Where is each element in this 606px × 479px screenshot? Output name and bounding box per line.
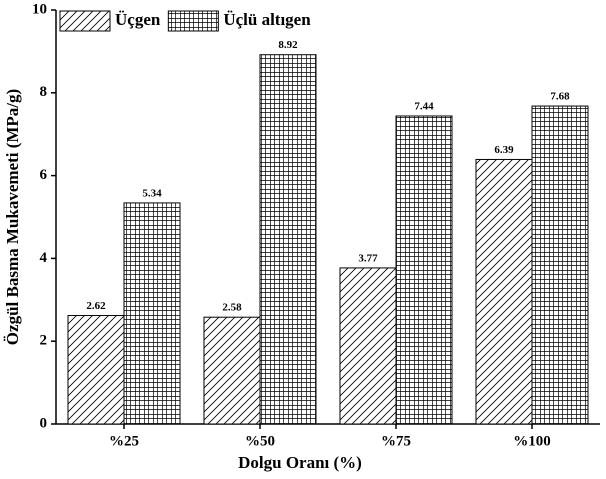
value-label: 7.44	[414, 101, 434, 113]
legend-label: Üçlü altıgen	[223, 10, 311, 29]
y-axis-title: Özgül Basma Mukavemeti (MPa/g)	[3, 89, 22, 345]
x-tick-label: %25	[109, 433, 139, 449]
y-tick-label: 6	[40, 167, 48, 183]
y-tick-label: 0	[40, 415, 48, 431]
y-tick-label: 10	[32, 1, 47, 17]
bar	[395, 115, 453, 425]
bar	[123, 202, 181, 425]
y-tick-label: 8	[40, 84, 48, 100]
bar	[531, 105, 589, 425]
x-axis-title: Dolgu Oranı (%)	[238, 453, 362, 472]
value-label: 2.58	[222, 302, 242, 314]
y-tick-label: 2	[40, 333, 48, 349]
bar	[475, 158, 533, 425]
value-label: 7.68	[550, 91, 570, 103]
value-label: 8.92	[278, 39, 298, 51]
value-label: 3.77	[358, 252, 378, 264]
value-label: 5.34	[142, 187, 162, 199]
x-tick-label: %75	[381, 433, 411, 449]
bar	[339, 267, 397, 425]
legend-swatch	[167, 10, 219, 32]
bar	[67, 315, 125, 425]
x-tick-label: %50	[245, 433, 275, 449]
y-tick-label: 4	[40, 250, 48, 266]
bar	[203, 316, 261, 425]
bar	[259, 54, 317, 425]
legend-label: Üçgen	[115, 10, 161, 29]
value-label: 2.62	[86, 300, 106, 312]
value-label: 6.39	[494, 144, 514, 156]
legend-swatch	[59, 10, 111, 32]
x-tick-label: %100	[513, 433, 551, 449]
